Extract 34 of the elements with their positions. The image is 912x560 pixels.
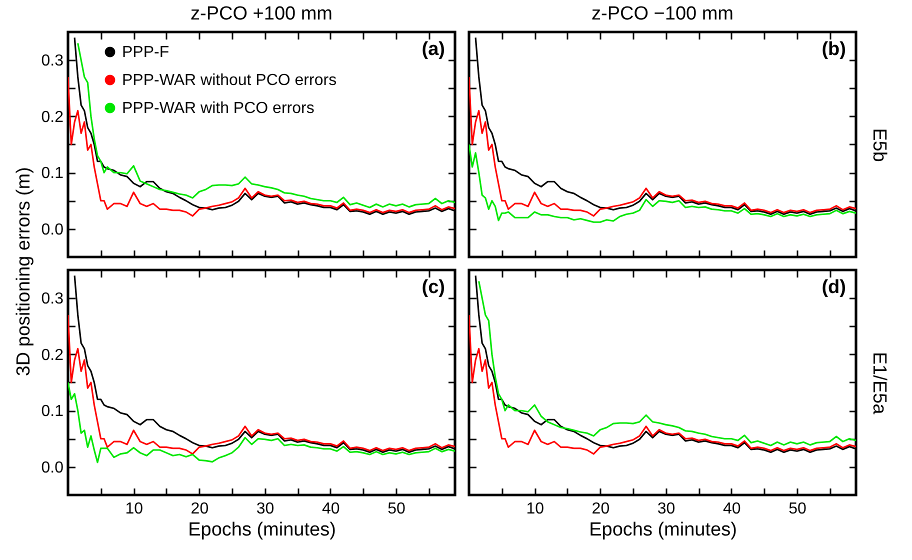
x-tick-label: 40 — [322, 500, 340, 518]
x-tick-label: 50 — [388, 500, 406, 518]
y-tick-label: 0.3 — [41, 290, 64, 308]
y-tick-label: 0.2 — [41, 346, 64, 364]
annotation: (a) — [422, 39, 445, 60]
line-series — [68, 382, 455, 464]
legend-label: PPP-WAR with PCO errors — [122, 100, 314, 117]
x-tick-label: 10 — [125, 500, 144, 518]
annotation: (b) — [822, 39, 846, 60]
x-axis-title: Epochs (minutes) — [589, 520, 737, 540]
x-axis-title: Epochs (minutes) — [188, 520, 336, 540]
legend-label: PPP-F — [122, 44, 170, 61]
x-tick-label: 10 — [526, 500, 544, 518]
y-tick-label: 0.3 — [41, 52, 64, 70]
x-tick-label: 20 — [190, 500, 209, 518]
legend-label: PPP-WAR without PCO errors — [122, 72, 337, 89]
y-tick-label: 0.0 — [41, 221, 64, 238]
x-tick-label: 30 — [256, 500, 274, 518]
y-tick-label: 0.1 — [41, 403, 64, 420]
annotation: (d) — [822, 277, 846, 298]
chart-title: z-PCO +100 mm — [190, 3, 333, 24]
line-series — [68, 314, 455, 455]
y2-axis-title: E5b — [868, 128, 890, 162]
y-axis-title: 3D positioning errors (m) — [13, 167, 34, 376]
y-tick-label: 0.2 — [41, 108, 64, 126]
x-tick-label: 40 — [722, 500, 741, 518]
annotation: (c) — [422, 277, 445, 298]
y2-axis-title: E1/E5a — [868, 352, 890, 415]
y-tick-label: 0.0 — [41, 459, 64, 476]
x-tick-label: 30 — [657, 500, 676, 518]
chart-title: z-PCO −100 mm — [591, 3, 734, 24]
x-tick-label: 50 — [788, 500, 806, 518]
y-tick-label: 0.1 — [41, 165, 64, 182]
x-tick-label: 20 — [592, 500, 610, 518]
